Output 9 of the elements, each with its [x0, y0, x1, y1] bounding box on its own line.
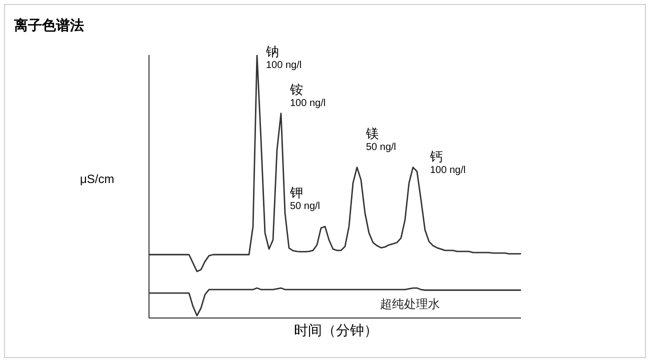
y-axis-title: μS/cm	[80, 172, 114, 186]
annotation: 钠 100 ng/l	[266, 44, 302, 72]
series-label: 超纯处理水	[380, 296, 440, 313]
annotation: 镁 50 ng/l	[366, 126, 396, 154]
annotation: 钾 50 ng/l	[290, 185, 320, 213]
annotation: 铵 100 ng/l	[290, 82, 326, 110]
x-axis-title: 时间（分钟）	[293, 322, 379, 340]
chart-title: 离子色谱法	[14, 17, 84, 35]
annotation: 钙 100 ng/l	[430, 149, 466, 177]
